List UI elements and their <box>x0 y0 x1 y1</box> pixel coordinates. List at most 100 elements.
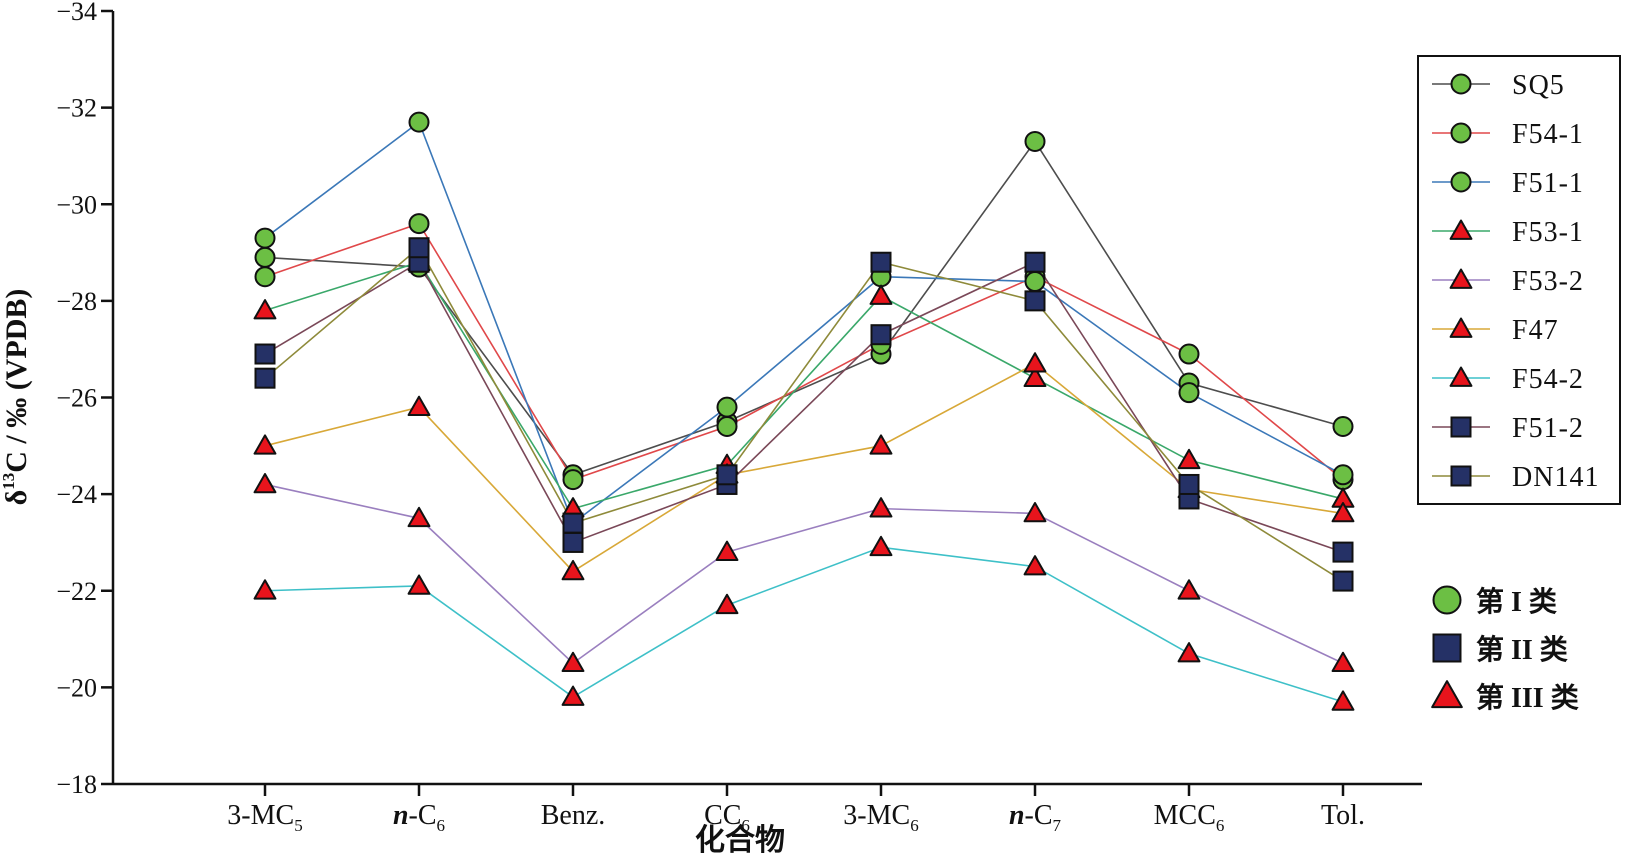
y-title-rest: C / ‰ (VPDB) <box>0 289 33 473</box>
group-legend-label: 第 I 类 <box>1476 585 1557 618</box>
legend-marker <box>1449 219 1473 240</box>
legend-items: SQ5 F54-1 F51-1 F53-1 F53-2 F47 F54-2 F51-2 DN14… <box>1432 70 1598 493</box>
data-point <box>1331 651 1355 673</box>
x-axis-title: 化合物 <box>695 823 785 857</box>
legend-marker <box>1450 416 1472 438</box>
y-axis-title: δ13C / ‰ (VPDB) <box>0 289 33 506</box>
series-line <box>264 140 1344 476</box>
data-point <box>869 284 893 305</box>
legend-marker <box>1449 366 1473 387</box>
data-point <box>1023 352 1047 373</box>
x-tick-label-subscript: 6 <box>437 816 446 835</box>
data-point <box>408 213 430 235</box>
data-point <box>869 535 893 557</box>
data-point <box>562 531 584 553</box>
data-point <box>715 593 739 615</box>
y-tick-label: −30 <box>56 190 97 219</box>
legend-marker <box>1450 465 1472 487</box>
series-lines <box>264 120 1344 703</box>
series-line <box>264 546 1344 703</box>
x-tick-label-subscript: 6 <box>1216 816 1225 835</box>
x-tick-label-subscript: 6 <box>741 816 750 835</box>
x-tick-label-italic: n <box>393 800 409 831</box>
data-point <box>716 396 738 418</box>
data-point <box>562 512 584 534</box>
data-point <box>716 415 738 437</box>
data-point <box>407 506 431 528</box>
y-tick-label: −18 <box>56 770 97 799</box>
data-point <box>869 434 893 455</box>
data-point <box>870 251 892 273</box>
x-tick-label: n-C6 <box>393 800 445 835</box>
series-line <box>264 483 1344 665</box>
x-tick-label-main: MCC <box>1154 800 1216 831</box>
data-point <box>1332 415 1354 437</box>
series-line <box>264 246 1344 582</box>
legend-label: F54-2 <box>1512 364 1584 395</box>
group-legend-marker <box>1432 633 1462 663</box>
x-tick-label-main: 3-MC <box>843 800 910 831</box>
data-point <box>1178 382 1200 404</box>
data-point <box>1177 642 1201 663</box>
x-tick-label-main: Tol. <box>1321 800 1365 831</box>
series-line <box>264 222 1344 481</box>
x-tick-label-subscript: 7 <box>1053 816 1062 835</box>
legend-marker <box>1450 73 1472 95</box>
data-point <box>1023 502 1047 523</box>
data-point <box>407 395 431 416</box>
x-tick-label-main: Benz. <box>541 800 606 831</box>
data-point <box>254 227 276 249</box>
y-tick-label: −32 <box>56 94 97 123</box>
data-point <box>253 473 277 494</box>
y-tick-label: −22 <box>56 577 97 606</box>
legend: SQ5 F54-1 F51-1 F53-1 F53-2 F47 F54-2 F51-2 DN14… <box>1417 55 1621 505</box>
y-tick-label: −24 <box>56 480 97 509</box>
x-tick-label: Benz. <box>541 800 606 831</box>
x-tick-label: Tol. <box>1321 800 1365 831</box>
data-point <box>254 266 276 288</box>
data-point <box>1177 579 1201 600</box>
data-point <box>1178 473 1200 495</box>
legend-marker <box>1449 317 1473 338</box>
y-tick-label: −28 <box>56 287 97 316</box>
data-point <box>1332 464 1354 486</box>
group-legend-marker <box>1432 585 1462 615</box>
x-tick-label: CC6 <box>704 800 750 835</box>
data-point <box>254 246 276 268</box>
data-point <box>1024 290 1046 312</box>
data-point <box>1023 555 1047 576</box>
x-tick-label: MCC6 <box>1154 800 1225 835</box>
data-point <box>407 574 431 595</box>
y-title-delta: δ <box>0 490 33 506</box>
data-point <box>253 299 277 320</box>
series-markers <box>253 111 1355 711</box>
x-tick-label-subscript: 6 <box>910 816 919 835</box>
group-legend-label: 第 III 类 <box>1476 681 1579 714</box>
y-ticks: −34 −32 −30 −28 −26 −24 −22 −20 −18 <box>56 0 113 799</box>
y-tick-label: −26 <box>56 384 97 413</box>
y-tick-label: −34 <box>56 0 97 26</box>
x-tick-label: n-C7 <box>1009 800 1062 835</box>
data-point <box>408 237 430 259</box>
data-point <box>869 497 893 518</box>
x-ticks: 3-MC5 n-C6 Benz. CC6 3-MC6 n-C7 MCC6 Tol. <box>227 784 1365 835</box>
legend-marker <box>1450 122 1472 144</box>
legend-label: F51-2 <box>1512 413 1584 444</box>
data-point <box>1332 541 1354 563</box>
y-tick-label: −20 <box>56 673 97 702</box>
series-line <box>264 261 1344 553</box>
data-point <box>561 685 585 706</box>
x-tick-label: 3-MC5 <box>227 800 302 835</box>
x-tick-label-italic: n <box>1009 800 1025 831</box>
x-tick-label-main: -C <box>409 800 437 831</box>
data-point <box>1331 690 1355 711</box>
series-line <box>264 261 1344 510</box>
data-point <box>1332 570 1354 592</box>
legend-marker <box>1450 171 1472 193</box>
legend-marker <box>1449 268 1473 289</box>
data-point <box>716 464 738 486</box>
legend-label: F47 <box>1512 315 1559 346</box>
data-point <box>1331 502 1355 523</box>
group-legend-marker <box>1431 680 1463 709</box>
data-point <box>254 367 276 389</box>
